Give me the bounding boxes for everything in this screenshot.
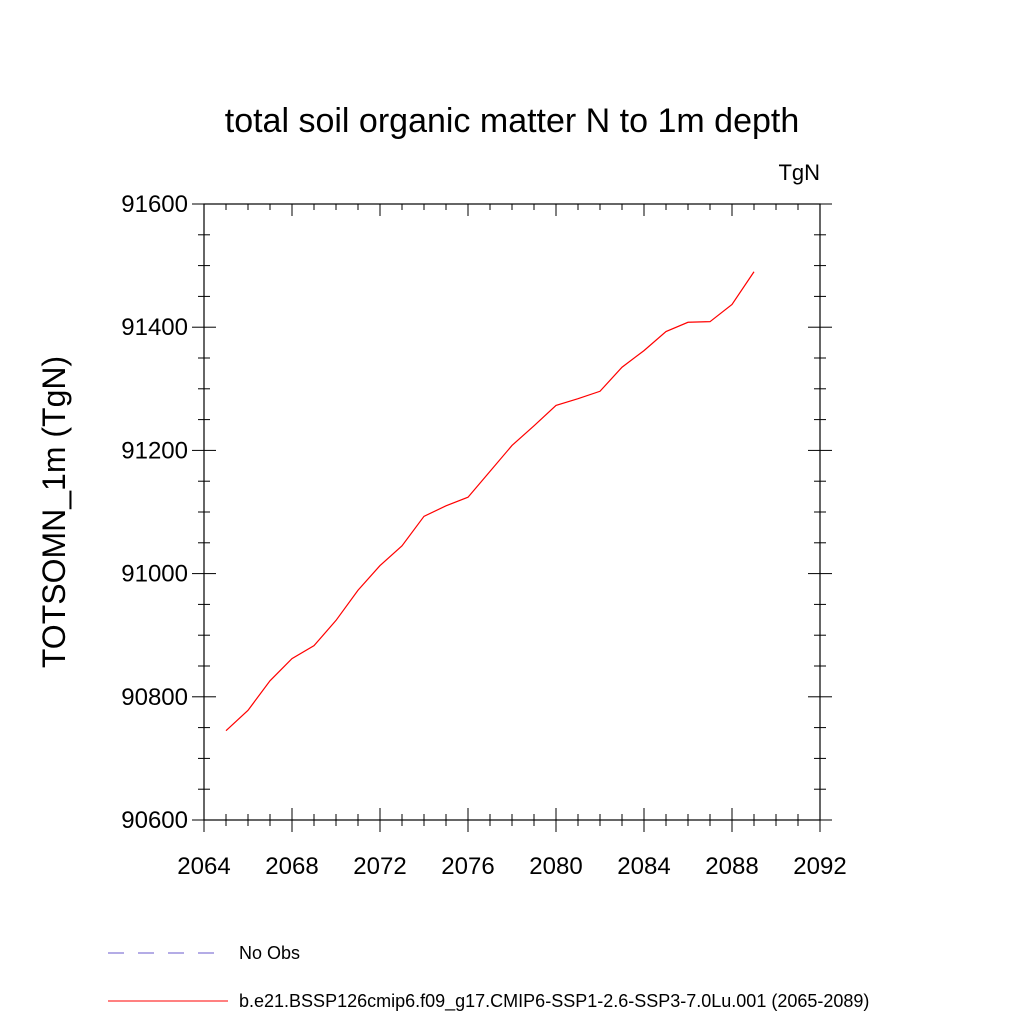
x-tick-label: 2092 <box>793 853 846 880</box>
series-group <box>225 271 755 732</box>
legend-label: b.e21.BSSP126cmip6.f09_g17.CMIP6-SSP1-2.… <box>239 991 869 1012</box>
x-tick-label: 2088 <box>705 853 758 880</box>
units-label: TgN <box>778 160 820 185</box>
x-tick-label: 2084 <box>617 853 670 880</box>
chart-title: total soil organic matter N to 1m depth <box>225 102 800 140</box>
plot-frame <box>203 203 821 821</box>
y-tick-label: 91200 <box>121 437 188 464</box>
legend-label: No Obs <box>239 943 300 963</box>
axis-ticks: 2064 2068 2072 2076 2080 2084 2088 2092 90600 908… <box>121 191 846 880</box>
x-tick-label: 2076 <box>441 853 494 880</box>
y-tick-label: 91600 <box>121 191 188 218</box>
y-tick-label: 90800 <box>121 684 188 711</box>
x-tick-label: 2064 <box>177 853 230 880</box>
x-tick-label: 2080 <box>529 853 582 880</box>
legend: No Obs b.e21.BSSP126cmip6.f09_g17.CMIP6-S… <box>108 943 869 1012</box>
x-tick-label: 2072 <box>353 853 406 880</box>
y-tick-label: 91000 <box>121 561 188 588</box>
series-line <box>225 271 755 732</box>
y-tick-label: 90600 <box>121 807 188 834</box>
y-tick-label: 91400 <box>121 314 188 341</box>
y-axis-label: TOTSOMN_1m (TgN) <box>36 356 72 668</box>
x-tick-label: 2068 <box>265 853 318 880</box>
